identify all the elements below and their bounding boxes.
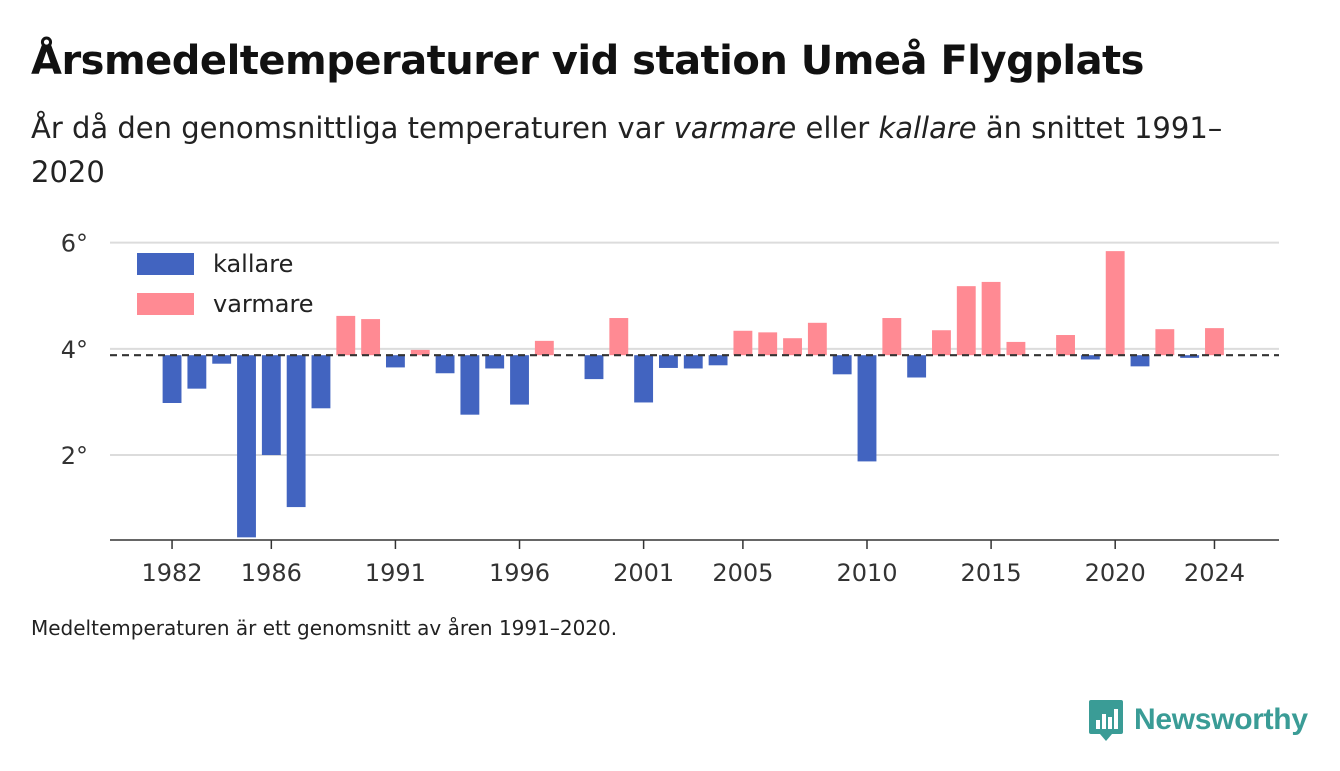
bar-1987 [286, 355, 306, 508]
legend-label-varmare: varmare [213, 290, 314, 318]
x-tick-label: 2024 [1184, 559, 1245, 587]
bar-1991 [385, 355, 405, 368]
bar-2003 [683, 355, 703, 369]
bar-2019 [1080, 355, 1100, 360]
newsworthy-logo: Newsworthy [1088, 698, 1308, 742]
subtitle-kallare: kallare [878, 111, 977, 145]
bar-1995 [485, 355, 505, 369]
bar-2005 [733, 330, 753, 356]
subtitle-part3: än snittet 1991–2020 [31, 111, 1223, 189]
bar-1982 [162, 355, 182, 403]
bar-2024 [1205, 328, 1224, 356]
bar-2018 [1056, 335, 1075, 356]
bar-1997 [534, 340, 554, 356]
bar-2001 [634, 355, 654, 403]
legend-label-kallare: kallare [213, 250, 293, 278]
bar-2013 [932, 330, 951, 356]
bar-2014 [956, 286, 976, 356]
bar-1994 [460, 355, 480, 415]
x-tick-label: 1996 [489, 559, 550, 587]
x-tick-label: 2005 [712, 559, 773, 587]
bar-1989 [336, 315, 356, 356]
brand-name: Newsworthy [1134, 703, 1308, 736]
y-tick-label: 6° [61, 230, 88, 258]
y-tick-label: 4° [61, 336, 88, 364]
bar-2007 [783, 338, 802, 356]
bar-1985 [237, 355, 256, 538]
x-tick-label: 2010 [836, 559, 897, 587]
bar-2022 [1155, 329, 1175, 356]
x-tick-label: 2020 [1085, 559, 1146, 587]
x-tick-label: 1986 [241, 559, 302, 587]
bar-2004 [708, 355, 728, 366]
legend-swatch-varmare [137, 293, 194, 315]
bar-1999 [584, 355, 604, 380]
bar-1988 [311, 355, 331, 409]
x-tick-label: 2001 [613, 559, 674, 587]
bar-1992 [410, 349, 430, 356]
bar-2002 [659, 355, 678, 368]
chart-title: Årsmedeltemperaturer vid station Umeå Fl… [31, 38, 1144, 84]
bar-2020 [1105, 251, 1125, 356]
bar-2011 [882, 318, 902, 356]
y-tick-label: 2° [61, 442, 88, 470]
x-tick-label: 1982 [142, 559, 203, 587]
x-tick-label: 1991 [365, 559, 426, 587]
bar-1990 [361, 319, 381, 356]
newsworthy-logo-icon [1089, 700, 1123, 741]
footnote: Medeltemperaturen är ett genomsnitt av å… [31, 616, 618, 640]
bar-1993 [435, 355, 455, 374]
bar-2010 [857, 355, 877, 462]
legend-swatch-kallare [137, 253, 194, 275]
bar-1983 [187, 355, 207, 389]
bar-2008 [807, 322, 827, 356]
bar-2021 [1130, 355, 1150, 367]
bar-2009 [832, 355, 852, 375]
bar-2015 [981, 281, 1001, 356]
chart-subtitle: År då den genomsnittliga temperaturen va… [31, 106, 1261, 194]
x-tick-label: 2015 [961, 559, 1022, 587]
bar-1986 [261, 355, 281, 456]
bar-1996 [510, 355, 529, 405]
bar-2016 [1006, 341, 1026, 356]
bar-1984 [212, 355, 232, 364]
bar-2006 [758, 332, 778, 356]
subtitle-varmare: varmare [673, 111, 797, 145]
bar-2000 [609, 318, 629, 356]
bar-2012 [907, 355, 927, 378]
bar-2023 [1180, 355, 1200, 358]
temperature-bar-chart: 2° 4° 6° 1982 1986 1991 1996 2001 2005 2010 2015 20… [61, 230, 1279, 587]
subtitle-part1: År då den genomsnittliga temperaturen va… [31, 111, 674, 145]
subtitle-part2: eller [796, 111, 879, 145]
